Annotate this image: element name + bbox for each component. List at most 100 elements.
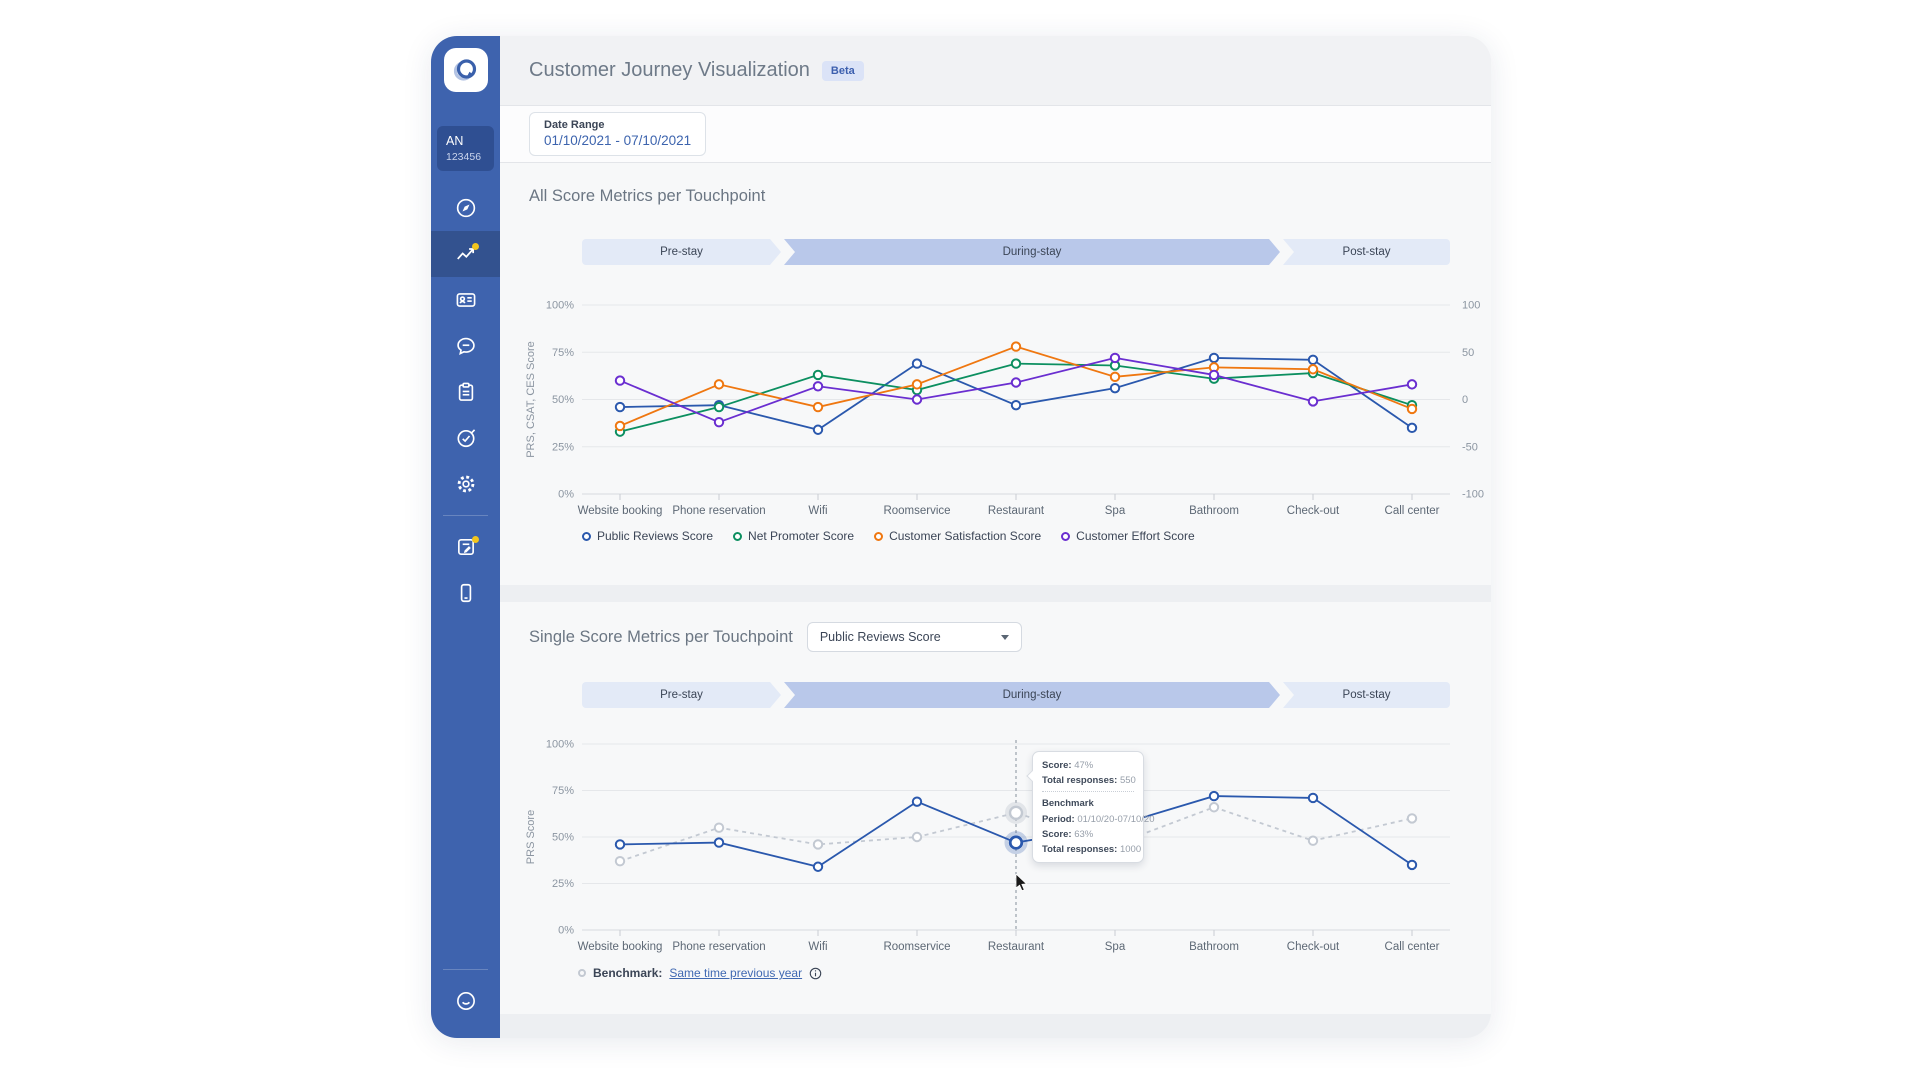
legend-label: Customer Effort Score: [1076, 529, 1195, 543]
legend-label: Customer Satisfaction Score: [889, 529, 1042, 543]
section-title: Single Score Metrics per Touchpoint: [529, 627, 793, 646]
legend-item[interactable]: Customer Effort Score: [1061, 529, 1195, 543]
chat-icon: [456, 337, 475, 355]
benchmark-legend: Benchmark: Same time previous year: [578, 966, 1491, 980]
svg-text:PRS Score: PRS Score: [525, 810, 537, 864]
svg-text:Website booking: Website booking: [578, 941, 663, 953]
sidebar-item-mobile[interactable]: [431, 570, 500, 616]
single-score-chart-area: Pre-stay During-stay Post-stay 0% 25% 50% 7…: [520, 682, 1491, 980]
svg-text:Restaurant: Restaurant: [988, 941, 1045, 953]
svg-text:0%: 0%: [558, 925, 574, 937]
benchmark-marker-icon: [578, 969, 586, 977]
svg-text:0%: 0%: [558, 489, 574, 501]
chart-legend: Public Reviews Score Net Promoter Score Cu…: [582, 529, 1491, 543]
tooltip-benchmark-title: Benchmark: [1042, 798, 1094, 809]
notification-dot: [472, 536, 479, 543]
phase-pre-stay[interactable]: Pre-stay: [582, 239, 781, 265]
legend-item[interactable]: Customer Satisfaction Score: [874, 529, 1041, 543]
sidebar-divider: [443, 969, 488, 970]
svg-text:50: 50: [1462, 347, 1474, 359]
date-range-value: 01/10/2021 - 07/10/2021: [544, 133, 692, 148]
all-scores-line-chart[interactable]: 0% 25% 50% 75% 100% 100 50 0 -50 -100 PRS, CSAT, C…: [520, 295, 1491, 521]
page-title: Customer Journey Visualization: [529, 59, 810, 81]
account-badge[interactable]: AN 123456: [437, 126, 494, 171]
svg-text:Bathroom: Bathroom: [1189, 505, 1239, 517]
svg-text:100: 100: [1462, 300, 1480, 312]
sidebar-item-compass[interactable]: [431, 185, 500, 231]
logo-icon: [453, 59, 476, 81]
phase-post-stay[interactable]: Post-stay: [1283, 239, 1450, 265]
sidebar-item-chat[interactable]: [431, 323, 500, 369]
sidebar-item-settings[interactable]: [431, 461, 500, 507]
beta-badge: Beta: [821, 60, 864, 81]
legend-marker-icon: [582, 531, 591, 541]
gear-icon: [457, 475, 474, 493]
info-icon[interactable]: [809, 967, 822, 980]
sidebar-item-goals[interactable]: [431, 415, 500, 461]
legend-marker-icon: [874, 531, 884, 541]
section-title: All Score Metrics per Touchpoint: [529, 187, 766, 205]
phase-during-stay[interactable]: During-stay: [784, 682, 1280, 708]
svg-text:Restaurant: Restaurant: [988, 505, 1045, 517]
clipboard-icon: [458, 382, 473, 401]
svg-text:25%: 25%: [552, 878, 574, 890]
phase-post-stay[interactable]: Post-stay: [1283, 682, 1450, 708]
legend-marker-icon: [1061, 531, 1071, 541]
svg-text:25%: 25%: [552, 441, 574, 453]
svg-text:PRS, CSAT, CES Score: PRS, CSAT, CES Score: [525, 341, 537, 458]
app-logo[interactable]: [443, 48, 488, 92]
sidebar: AN 123456: [431, 36, 500, 1038]
svg-text:Check-out: Check-out: [1287, 941, 1340, 953]
svg-text:50%: 50%: [552, 394, 574, 406]
sidebar-item-notes[interactable]: [431, 524, 500, 570]
svg-text:Spa: Spa: [1105, 941, 1126, 953]
legend-label: Net Promoter Score: [748, 529, 855, 543]
account-initials: AN: [446, 134, 464, 148]
legend-item[interactable]: Net Promoter Score: [733, 529, 854, 543]
svg-text:Roomservice: Roomservice: [883, 505, 950, 517]
svg-text:50%: 50%: [552, 832, 574, 844]
sidebar-item-clipboard[interactable]: [431, 369, 500, 415]
svg-text:100%: 100%: [546, 739, 574, 751]
svg-text:Phone reservation: Phone reservation: [672, 941, 765, 953]
date-range-picker[interactable]: Date Range 01/10/2021 - 07/10/2021: [529, 112, 707, 156]
phase-during-stay[interactable]: During-stay: [784, 239, 1280, 265]
benchmark-period-link[interactable]: Same time previous year: [669, 966, 803, 980]
svg-text:100%: 100%: [546, 300, 574, 312]
app-window: AN 123456: [431, 36, 1491, 1038]
chart2-box: 0% 25% 50% 75% 100% PRS Score Website booking P…: [520, 738, 1491, 960]
metric-select-value: Public Reviews Score: [819, 630, 941, 644]
sidebar-divider: [443, 515, 488, 516]
svg-text:Call center: Call center: [1385, 505, 1440, 517]
legend-label: Public Reviews Score: [597, 529, 714, 543]
sidebar-item-id-card[interactable]: [431, 277, 500, 323]
date-range-label: Date Range: [544, 119, 605, 131]
mouse-cursor: [1015, 874, 1028, 892]
id-card-icon: [456, 293, 475, 307]
chart-tooltip: Score: 47% Total responses: 550 Benchmar…: [1026, 751, 1155, 863]
smiley-icon: [456, 992, 475, 1010]
sidebar-bottom: [431, 961, 500, 1024]
svg-text:Website booking: Website booking: [578, 505, 663, 517]
phase-pre-stay[interactable]: Pre-stay: [582, 682, 781, 708]
svg-text:Spa: Spa: [1105, 505, 1126, 517]
svg-text:Wifi: Wifi: [808, 941, 827, 953]
benchmark-label: Benchmark:: [593, 966, 663, 980]
sidebar-item-feedback[interactable]: [431, 978, 500, 1024]
sidebar-nav: [431, 185, 500, 616]
legend-marker-icon: [733, 531, 743, 541]
section-all-scores: All Score Metrics per Touchpoint Pre-sta…: [500, 163, 1491, 585]
svg-text:Check-out: Check-out: [1287, 505, 1340, 517]
svg-text:75%: 75%: [552, 347, 574, 359]
main-area: Customer Journey Visualization Beta Date…: [500, 36, 1491, 1038]
svg-text:-100: -100: [1462, 489, 1484, 501]
tooltip-divider: [1042, 791, 1134, 792]
legend-item[interactable]: Public Reviews Score: [582, 529, 713, 543]
account-number: 123456: [446, 151, 482, 163]
metric-select-dropdown[interactable]: Public Reviews Score: [806, 622, 1022, 652]
svg-text:-50: -50: [1462, 441, 1478, 453]
sidebar-item-analytics[interactable]: [431, 231, 500, 277]
single-score-line-chart[interactable]: 0% 25% 50% 75% 100% PRS Score Website booking P…: [520, 738, 1491, 960]
svg-text:0: 0: [1462, 394, 1468, 406]
single-score-header: Single Score Metrics per Touchpoint Publ…: [500, 602, 1491, 652]
